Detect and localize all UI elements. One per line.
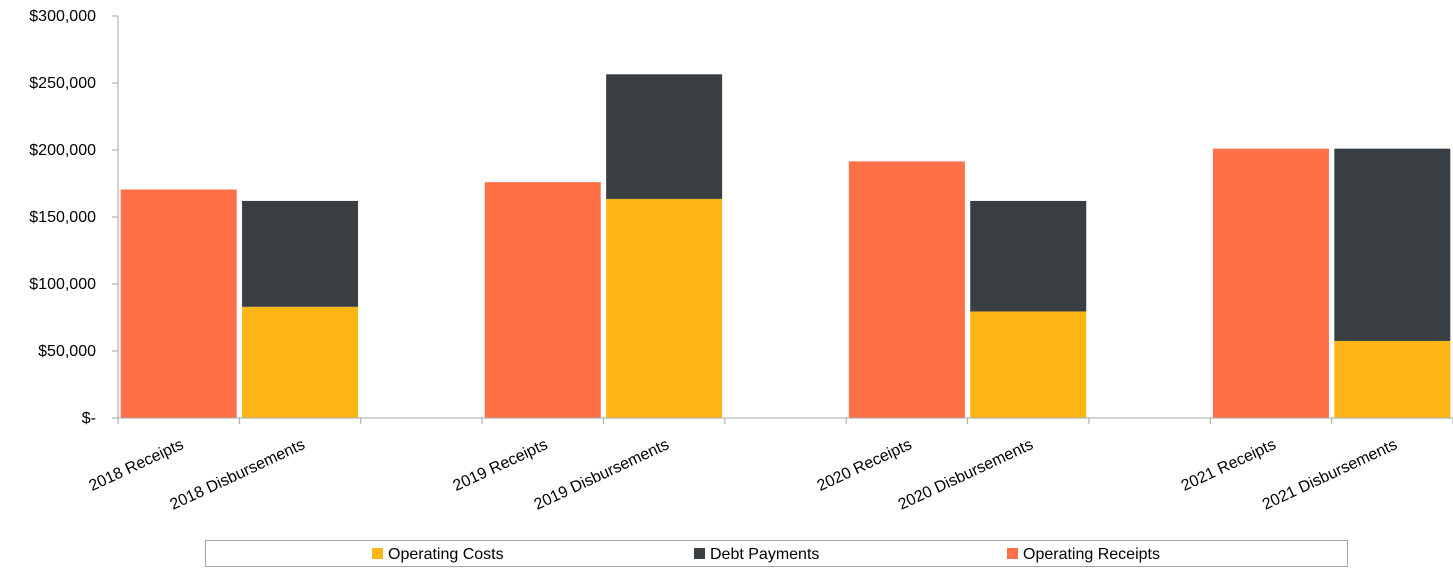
y-tick-label: $250,000 bbox=[29, 75, 96, 92]
bar-operating-costs bbox=[970, 311, 1087, 418]
legend-box bbox=[205, 540, 1348, 567]
bar-debt-payments bbox=[1334, 148, 1451, 341]
x-tick-label: 2020 Disbursements bbox=[896, 436, 1036, 513]
bar-operating-costs bbox=[242, 306, 359, 418]
legend: Operating Costs Debt Payments Operating Re… bbox=[205, 540, 1348, 567]
x-tick-label: 2021 Disbursements bbox=[1260, 436, 1400, 513]
y-tick-label: $- bbox=[82, 410, 96, 427]
bar-debt-payments bbox=[242, 200, 359, 307]
bar-operating-costs bbox=[1334, 340, 1451, 418]
bars bbox=[120, 74, 1451, 418]
y-tick-label: $200,000 bbox=[29, 142, 96, 159]
bar-operating-receipts bbox=[848, 161, 965, 418]
bar-operating-receipts bbox=[1212, 148, 1329, 418]
bar-operating-costs bbox=[606, 198, 723, 418]
legend-label: Debt Payments bbox=[710, 546, 819, 563]
x-tick-label: 2020 Receipts bbox=[815, 436, 915, 495]
x-tick-label: 2018 Disbursements bbox=[168, 436, 308, 513]
legend-swatch bbox=[694, 548, 705, 559]
x-tick-label: 2018 Receipts bbox=[86, 436, 186, 495]
x-tick-label: 2019 Receipts bbox=[451, 436, 551, 495]
bar-operating-receipts bbox=[120, 189, 237, 418]
bar-debt-payments bbox=[970, 200, 1087, 312]
y-tick-label: $100,000 bbox=[29, 276, 96, 293]
legend-label: Operating Receipts bbox=[1023, 546, 1160, 563]
y-tick-label: $50,000 bbox=[38, 343, 96, 360]
x-tick-label: 2019 Disbursements bbox=[532, 436, 672, 513]
x-tick-label: 2021 Receipts bbox=[1179, 436, 1279, 495]
bar-debt-payments bbox=[606, 74, 723, 199]
y-axis: $- $50,000 $100,000 $150,000 $200,000 $250,00… bbox=[29, 8, 119, 427]
bar-operating-receipts bbox=[484, 182, 601, 418]
y-tick-label: $150,000 bbox=[29, 209, 96, 226]
legend-label: Operating Costs bbox=[388, 546, 504, 563]
legend-swatch bbox=[372, 548, 383, 559]
y-tick-label: $300,000 bbox=[29, 8, 96, 25]
legend-swatch bbox=[1007, 548, 1018, 559]
